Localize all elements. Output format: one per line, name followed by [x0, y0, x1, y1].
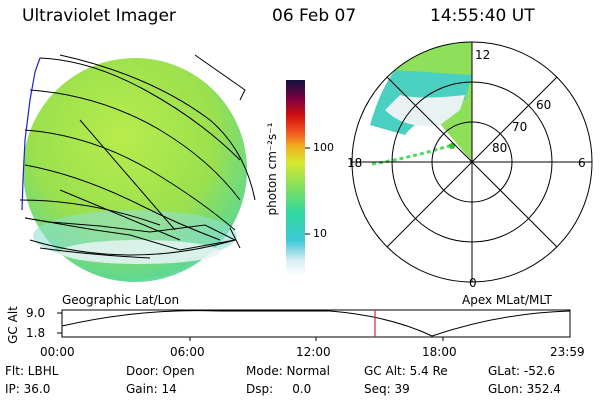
status-mode: Mode: Normal — [246, 364, 330, 378]
status-gain: Gain: 14 — [126, 382, 177, 396]
status-dsp: Dsp: 0.0 — [246, 382, 312, 396]
time-label: 14:55:40 UT — [430, 6, 535, 26]
limb-line — [21, 57, 41, 211]
status-flt: Flt: LBHL — [5, 364, 59, 378]
status-door: Door: Open — [126, 364, 195, 378]
color-scale-bar — [286, 80, 305, 276]
mlt-label-12: 12 — [475, 48, 491, 62]
polar-grid — [351, 41, 593, 283]
xtick-1800: 18:00 — [422, 345, 457, 359]
status-gc-alt: GC Alt: 5.4 Re — [364, 364, 448, 378]
gc-alt-ytick-1-8: 1.8 — [26, 326, 46, 340]
mlat-label-70: 70 — [512, 120, 528, 134]
date-label: 06 Feb 07 — [272, 6, 357, 26]
mlat-label-80: 80 — [492, 141, 508, 155]
geographic-grid — [19, 54, 256, 259]
instrument-title: Ultraviolet Imager — [22, 6, 176, 26]
apex-label: Apex MLat/MLT — [462, 293, 552, 307]
colorbar-tick-100: 100 — [313, 141, 334, 154]
gc-alt-ylabel: GC Alt — [5, 306, 20, 344]
colorbar-tick-10: 10 — [313, 227, 327, 240]
gc-alt-ytick-9: 9.0 — [26, 306, 46, 320]
status-glon: GLon: 352.4 — [488, 382, 561, 396]
xtick-0600: 06:00 — [170, 345, 205, 359]
mlt-label-0: 0 — [469, 276, 477, 290]
polar-image — [370, 42, 472, 166]
status-seq: Seq: 39 — [364, 382, 410, 396]
mlt-label-18: 18 — [347, 156, 363, 170]
earth-disk-image — [23, 58, 247, 282]
status-glat: GLat: -52.6 — [488, 364, 555, 378]
xtick-0000: 00:00 — [40, 345, 75, 359]
mlat-label-60: 60 — [536, 98, 552, 112]
geographic-label: Geographic Lat/Lon — [62, 293, 180, 307]
gc-alt-panel — [57, 309, 571, 341]
xtick-1200: 12:00 — [296, 345, 331, 359]
colorbar-label: photon cm⁻²s⁻¹ — [265, 122, 279, 216]
status-ip: IP: 36.0 — [5, 382, 51, 396]
mlt-label-6: 6 — [578, 156, 586, 170]
xtick-2359: 23:59 — [550, 345, 585, 359]
